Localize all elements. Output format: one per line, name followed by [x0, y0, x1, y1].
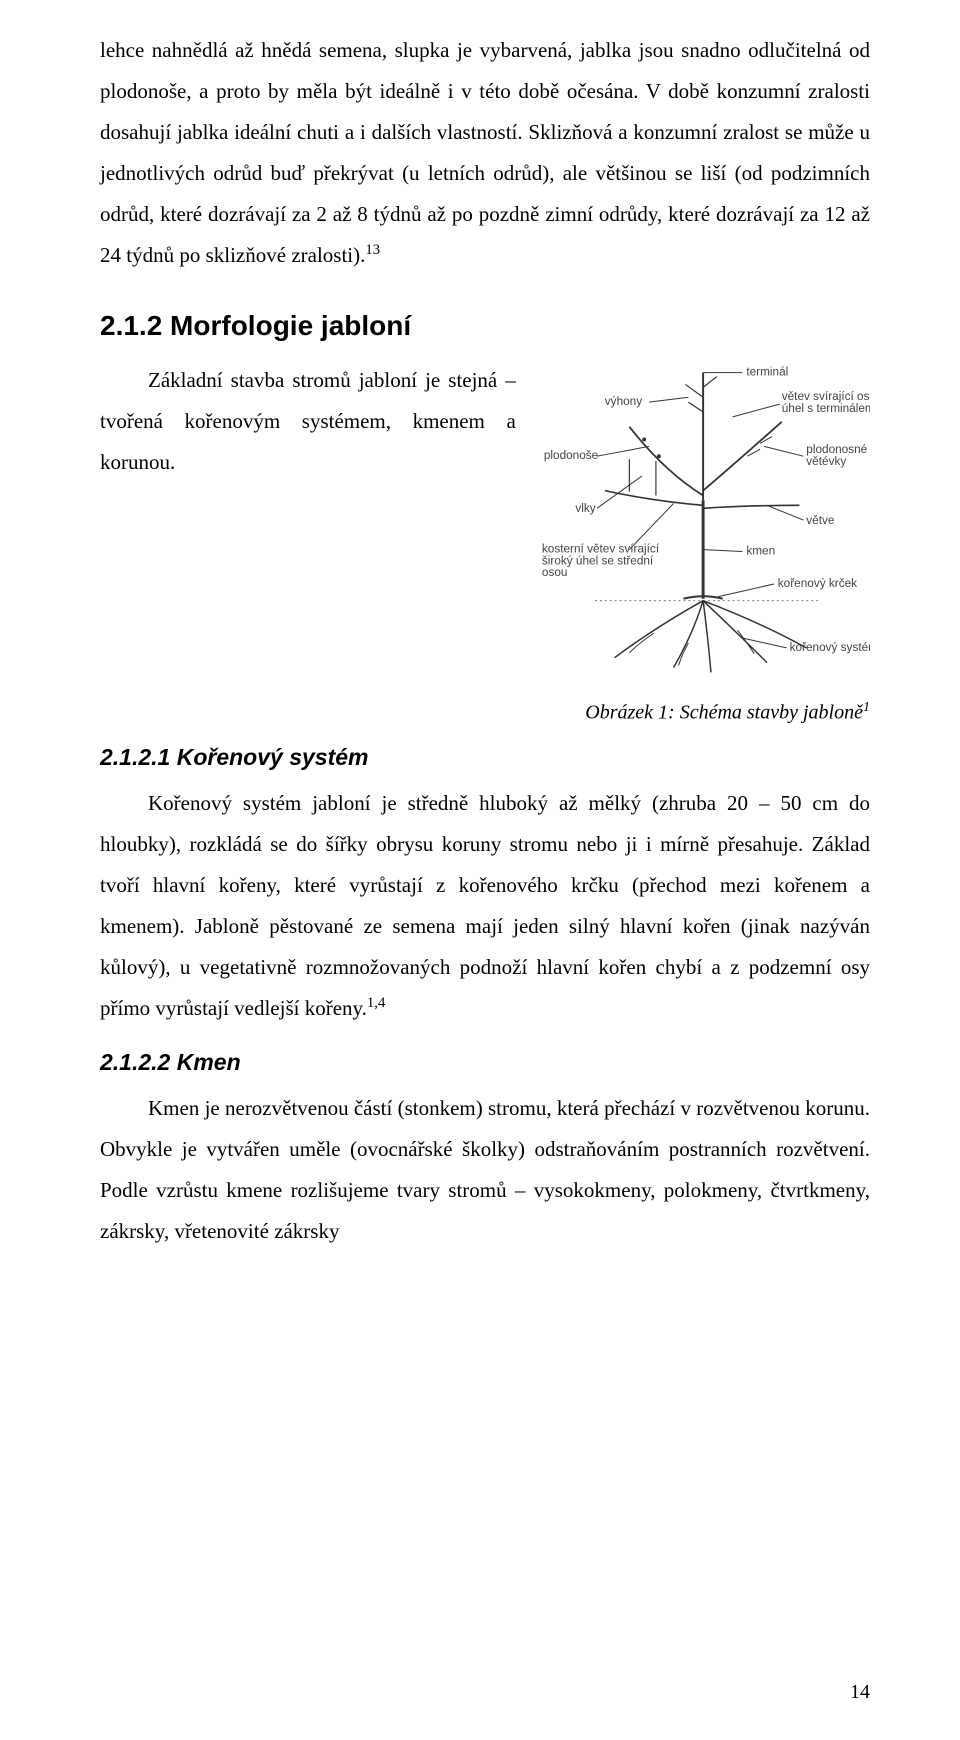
heading-korenovy-system: 2.1.2.1 Kořenový systém: [100, 744, 870, 771]
paragraph-2: Základní stavba stromů jabloní je stejná…: [100, 360, 516, 483]
heading-morfologie: 2.1.2 Morfologie jabloní: [100, 310, 870, 342]
tree-schema-svg: terminál výhony větev svírající ostrýúhe…: [536, 360, 870, 690]
paragraph-3-ref: 1,4: [367, 995, 385, 1011]
heading-kmen: 2.1.2.2 Kmen: [100, 1049, 870, 1076]
fig-label-kosterni: kosterní větev svírajícíširoký úhel se s…: [542, 542, 660, 579]
paragraph-1: lehce nahnědlá až hnědá semena, slupka j…: [100, 30, 870, 276]
morfologie-text-col: Základní stavba stromů jabloní je stejná…: [100, 360, 516, 690]
fig-label-vyhony: výhony: [605, 395, 642, 408]
fig-label-vetev-ostra: větev svírající ostrýúhel s terminálem: [782, 390, 870, 415]
fig-label-vetve: větve: [806, 514, 835, 527]
fig-label-plodonosne: plodonosnévětévky: [806, 443, 867, 468]
figure-caption: Obrázek 1: Schéma stavby jabloně1: [100, 700, 870, 725]
page-number: 14: [850, 1681, 870, 1704]
figure-tree-schema: terminál výhony větev svírající ostrýúhe…: [536, 360, 870, 690]
paragraph-4: Kmen je nerozvětvenou částí (stonkem) st…: [100, 1088, 870, 1252]
fig-label-vlky: vlky: [575, 502, 595, 515]
fig-label-plodonose: plodonoše: [544, 449, 599, 462]
two-column-section: Základní stavba stromů jabloní je stejná…: [100, 360, 870, 690]
paragraph-1-text: lehce nahnědlá až hnědá semena, slupka j…: [100, 38, 870, 267]
figure-caption-ref: 1: [863, 700, 870, 715]
fig-label-korenovy-krcek: kořenový krček: [778, 577, 857, 590]
paragraph-3-text: Kořenový systém jabloní je středně hlubo…: [100, 791, 870, 1020]
paragraph-3: Kořenový systém jabloní je středně hlubo…: [100, 783, 870, 1029]
figure-caption-text: Obrázek 1: Schéma stavby jabloně: [585, 701, 863, 723]
fig-label-korenovy-system: kořenový systém: [789, 640, 870, 653]
paragraph-1-ref: 13: [365, 242, 380, 258]
fig-label-kmen: kmen: [746, 544, 775, 557]
fig-label-terminal: terminál: [746, 365, 788, 378]
